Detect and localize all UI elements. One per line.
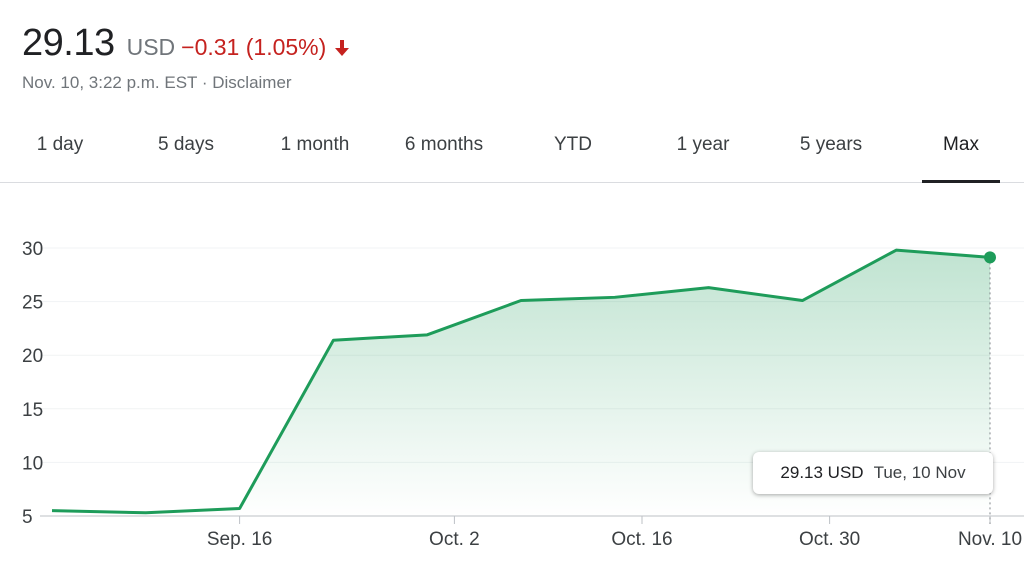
tab-ytd[interactable]: YTD xyxy=(554,134,592,155)
currency-label: USD xyxy=(126,34,176,60)
tooltip-price: 29.13 USD xyxy=(780,463,864,482)
arrow-down-icon xyxy=(334,39,350,57)
current-price: 29.13 xyxy=(22,22,115,64)
price-tooltip: 29.13 USD Tue, 10 Nov xyxy=(753,452,993,494)
tab-1-day[interactable]: 1 day xyxy=(36,134,84,155)
x-tick-label: Oct. 16 xyxy=(611,529,672,550)
tab-6-months[interactable]: 6 months xyxy=(404,134,484,155)
y-tick-label: 15 xyxy=(22,400,43,421)
x-tick-label: Sep. 16 xyxy=(207,529,273,550)
range-tabs: 1 day 5 days 1 month 6 months YTD 1 year… xyxy=(0,116,1024,183)
price-change: −0.31 (1.05%) xyxy=(181,34,327,60)
price-row: 29.13 USD −0.31 (1.05%) xyxy=(22,22,350,65)
tab-5-days[interactable]: 5 days xyxy=(158,134,214,155)
price-line xyxy=(51,248,991,515)
tab-1-year[interactable]: 1 year xyxy=(676,134,730,155)
y-tick-label: 30 xyxy=(22,239,43,260)
y-tick-label: 10 xyxy=(22,453,43,474)
y-tick-label: 5 xyxy=(22,507,33,528)
y-tick-label: 20 xyxy=(22,346,43,367)
current-price-dot xyxy=(984,251,996,264)
timestamp-text: Nov. 10, 3:22 p.m. EST · xyxy=(22,73,213,92)
x-tick-label: Oct. 2 xyxy=(429,529,480,550)
tab-1-month[interactable]: 1 month xyxy=(280,134,350,155)
tab-max[interactable]: Max xyxy=(922,116,1000,183)
quote-header: 29.13 USD −0.31 (1.05%) Nov. 10, 3:22 p.… xyxy=(22,22,350,93)
tooltip-date: Tue, 10 Nov xyxy=(873,463,966,482)
y-tick-label: 25 xyxy=(22,293,43,314)
price-area xyxy=(52,250,990,517)
tab-5-years[interactable]: 5 years xyxy=(799,134,863,155)
price-chart[interactable]: 5 10 15 20 25 30 Sep. 16 Oct. 2 Oct. 16 Oct. 30 N… xyxy=(0,190,1024,569)
quote-timestamp: Nov. 10, 3:22 p.m. EST · Disclaimer xyxy=(22,73,350,93)
disclaimer-link[interactable]: Disclaimer xyxy=(212,73,292,92)
x-tick-label: Oct. 30 xyxy=(799,529,860,550)
x-tick-label: Nov. 10 xyxy=(958,529,1022,550)
